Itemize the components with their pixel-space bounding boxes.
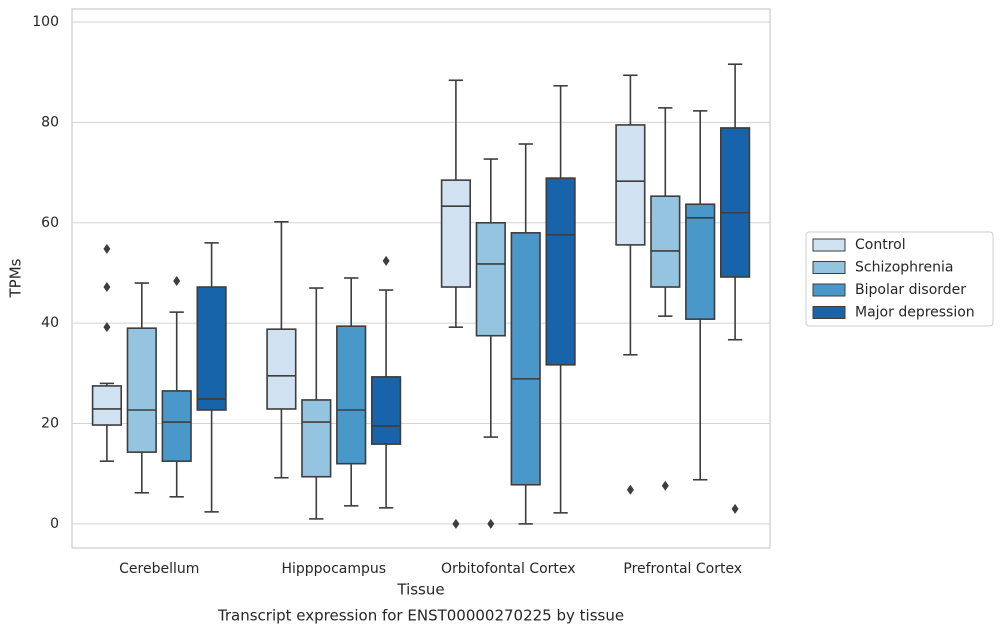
plot-frame [71,8,771,549]
y-tick-label: 100 [32,14,59,30]
y-tick-label: 0 [50,516,59,532]
legend-swatch [812,283,846,297]
legend-swatch [812,238,846,252]
legend: Control Schizophrenia Bipolar disorder Majo… [805,231,994,327]
legend-label: Bipolar disorder [855,282,966,298]
outlier [103,282,111,293]
outlier [382,255,390,266]
outlier [731,503,739,514]
outlier [626,484,634,495]
outlier [173,276,181,287]
box [126,327,157,453]
y-tick-label: 80 [41,114,59,130]
x-tick-label: Orbitofontal Cortex [441,561,576,577]
outlier [452,518,460,529]
box [161,390,192,462]
box [266,328,297,410]
legend-swatch [812,306,846,319]
outlier [487,518,495,529]
y-tick-label: 20 [41,416,59,432]
box [615,124,646,246]
legend-frame [805,231,994,327]
x-tick-label: Prefrontal Cortex [623,561,742,577]
box [685,203,716,320]
box [650,195,681,288]
y-axis-label: TPMs [7,258,25,298]
x-tick-label: Cerebellum [119,561,199,577]
legend-label: Schizophrenia [855,260,953,276]
y-tick-label: 60 [41,215,59,231]
outlier [103,322,111,333]
legend-swatch [812,261,846,274]
box [545,177,576,366]
box [301,399,332,478]
chart-title: Transcript expression for ENST0000027022… [217,607,624,625]
legend-label: Major depression [855,305,975,321]
box [510,232,541,486]
x-tick-label: Hipppocampus [281,561,386,577]
x-axis-label: Tissue [396,581,444,599]
box [719,127,751,278]
outlier [661,480,669,491]
box [91,385,123,426]
box [440,179,472,288]
legend-label: Control [855,237,906,253]
box [336,325,367,465]
y-tick-label: 40 [41,315,59,331]
box [370,376,402,445]
box [475,221,506,337]
outlier [103,243,111,254]
box [196,286,227,411]
